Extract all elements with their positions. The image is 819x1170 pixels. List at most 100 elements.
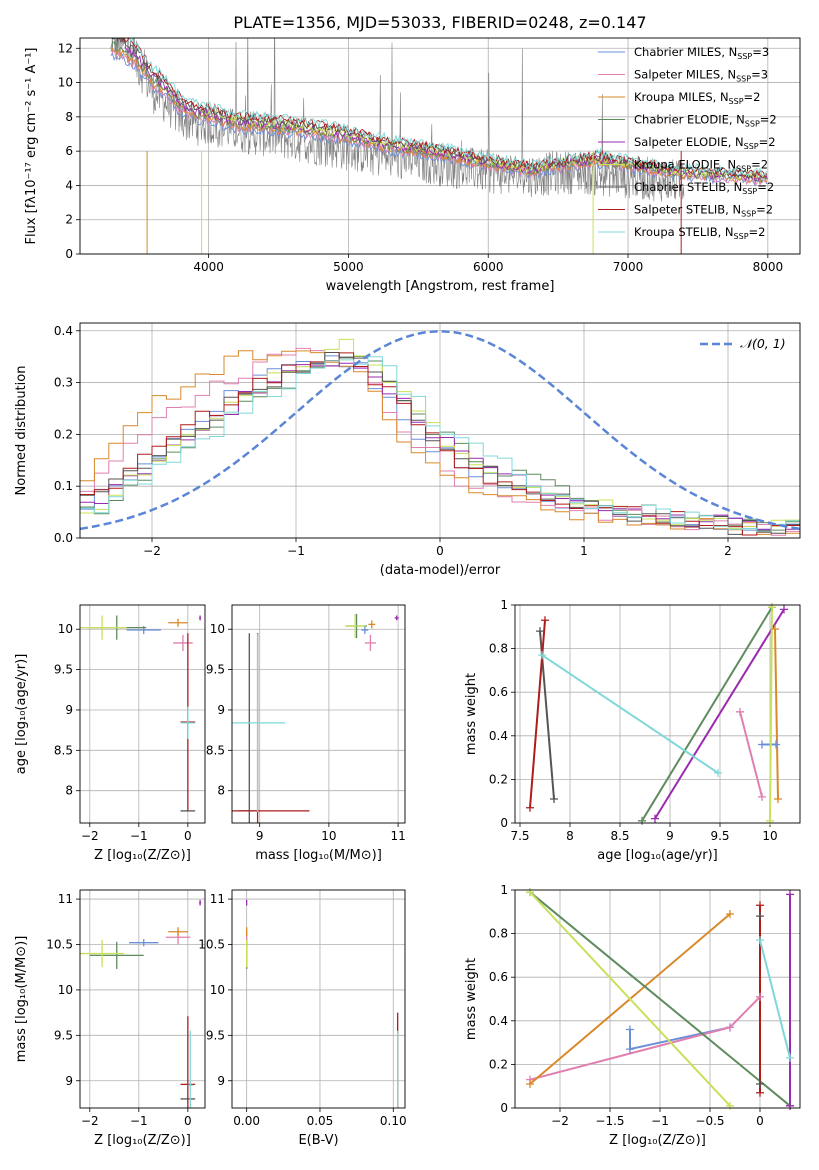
x-tick-label: 0.10 [380, 1114, 407, 1128]
x-tick-label: 10 [321, 829, 336, 843]
weight-line [769, 607, 773, 821]
axes-frame [514, 889, 801, 1109]
y-tick-label: 8 [65, 110, 73, 124]
panel-ebv_vs_mass: 0.00 0.05 0.10 9 9.5 10 10.5 11 E(B-V) [198, 889, 407, 1148]
y-tick-label: 10 [58, 76, 73, 90]
weight-point [756, 992, 764, 1001]
weight-point [771, 624, 779, 633]
weight-point [536, 627, 544, 636]
weight-line [739, 711, 763, 798]
y-tick-label: 11 [210, 892, 225, 906]
x-tick-label: −1 [651, 1114, 669, 1128]
panel-Z_vs_weight: −2 −1.5 −1 −0.5 0 0 0.2 0.4 0.6 0.8 1 Z [log₁₀(Z/Z⊙… [464, 883, 801, 1148]
axes-frame [231, 604, 406, 824]
weight-point [726, 1101, 734, 1110]
y-tick-label: 0 [500, 1101, 508, 1115]
weight-line [529, 891, 791, 1107]
y-tick-label: 12 [58, 41, 73, 55]
axes-frame [79, 322, 801, 539]
plot-area [529, 606, 785, 822]
x-tick-label: −2 [81, 829, 99, 843]
y-tick-label: 0.1 [54, 479, 73, 493]
y-axis-label: Normed distribution [14, 366, 29, 496]
x-tick-label: 9.5 [710, 829, 729, 843]
weight-point [526, 888, 534, 897]
x-tick-label: 8.5 [610, 829, 629, 843]
x-tick-label: 10 [762, 829, 777, 843]
y-tick-label: 10 [58, 983, 73, 997]
weight-line [529, 891, 731, 1107]
y-tick-label: 0.2 [489, 772, 508, 786]
x-tick-label: 1 [580, 544, 588, 558]
y-tick-label: 9 [217, 703, 225, 717]
x-tick-label: 0 [184, 1114, 192, 1128]
x-tick-label: 8 [566, 829, 574, 843]
weight-line [529, 996, 761, 1081]
weight-point [756, 1088, 764, 1097]
x-tick-label: 0.05 [307, 1114, 334, 1128]
y-tick-label: 0.4 [54, 324, 73, 338]
y-tick-label: 10 [210, 983, 225, 997]
y-tick-label: 0.0 [54, 531, 73, 545]
y-tick-label: 9.5 [206, 663, 225, 677]
weight-point [780, 605, 788, 614]
weight-point [726, 1023, 734, 1032]
plot-area [80, 615, 202, 812]
panel-Z_vs_age: −2 −1 0 8 8.5 9 9.5 10 Z [log₁₀(Z/Z⊙)] age [log₁₀… [14, 604, 206, 863]
legend-entry: Kroupa STELIB, NSSP=2 [634, 225, 765, 241]
axes-frame [79, 889, 206, 1109]
axes-frame [514, 604, 801, 824]
x-axis-label: Z [log₁₀(Z/Z⊙)] [94, 848, 191, 863]
y-tick-label: 4 [65, 178, 73, 192]
y-tick-label: 10 [210, 622, 225, 636]
weight-point [638, 816, 646, 825]
weight-point [786, 1053, 794, 1062]
x-tick-label: −1.5 [595, 1114, 624, 1128]
y-tick-label: 0.4 [489, 1014, 508, 1028]
y-tick-label: 0.8 [489, 927, 508, 941]
plot-area [232, 613, 399, 823]
weight-point [714, 768, 722, 777]
model-spectrum-line [110, 47, 767, 187]
y-tick-label: 9 [65, 703, 73, 717]
legend-entry: Salpeter STELIB, NSSP=2 [634, 203, 773, 219]
x-tick-label: 11 [390, 829, 405, 843]
panel-mass_vs_age: 9 10 11 8 8.5 9 9.5 10 mass [log₁₀(M/M⊙)] [206, 604, 406, 863]
legend-entry: Kroupa MILES, NSSP=2 [634, 90, 760, 106]
y-tick-label: 9.5 [54, 663, 73, 677]
y-tick-label: 0.3 [54, 376, 73, 390]
y-tick-label: 10.5 [198, 938, 225, 952]
weight-point [756, 1080, 764, 1089]
panel-Z_vs_mass: −2 −1 0 9 9.5 10 10.5 11 Z [log₁₀(Z/Z⊙)] mass [lo… [14, 889, 206, 1148]
x-tick-label: 6000 [473, 260, 504, 274]
plot-area [110, 38, 768, 254]
y-tick-label: 0.6 [489, 970, 508, 984]
x-tick-label: 9 [666, 829, 674, 843]
weight-point [538, 651, 546, 660]
legend-entry: Kroupa ELODIE, NSSP=2 [634, 158, 768, 174]
weight-point [758, 792, 766, 801]
y-tick-label: 2 [65, 213, 73, 227]
weight-point [550, 795, 558, 804]
histogram-series [80, 352, 800, 536]
y-tick-label: 6 [65, 144, 73, 158]
x-tick-label: 9 [256, 829, 264, 843]
x-tick-label: −0.5 [695, 1114, 724, 1128]
y-axis-label: mass [log₁₀(M/M⊙)] [14, 936, 29, 1063]
x-axis-label: (data-model)/error [380, 563, 501, 578]
plot-area [80, 899, 202, 1108]
weight-point [756, 912, 764, 921]
x-tick-label: 0 [184, 829, 192, 843]
axes-frame [79, 604, 206, 824]
y-tick-label: 8.5 [206, 743, 225, 757]
y-tick-label: 9 [65, 1074, 73, 1088]
plot-area [80, 330, 800, 536]
y-tick-label: 8 [65, 784, 73, 798]
y-tick-label: 0.2 [489, 1057, 508, 1071]
y-tick-label: 9.5 [54, 1028, 73, 1042]
weight-line [774, 628, 779, 800]
weight-point [774, 795, 782, 804]
x-tick-label: 8000 [753, 260, 784, 274]
x-tick-label: 7000 [613, 260, 644, 274]
